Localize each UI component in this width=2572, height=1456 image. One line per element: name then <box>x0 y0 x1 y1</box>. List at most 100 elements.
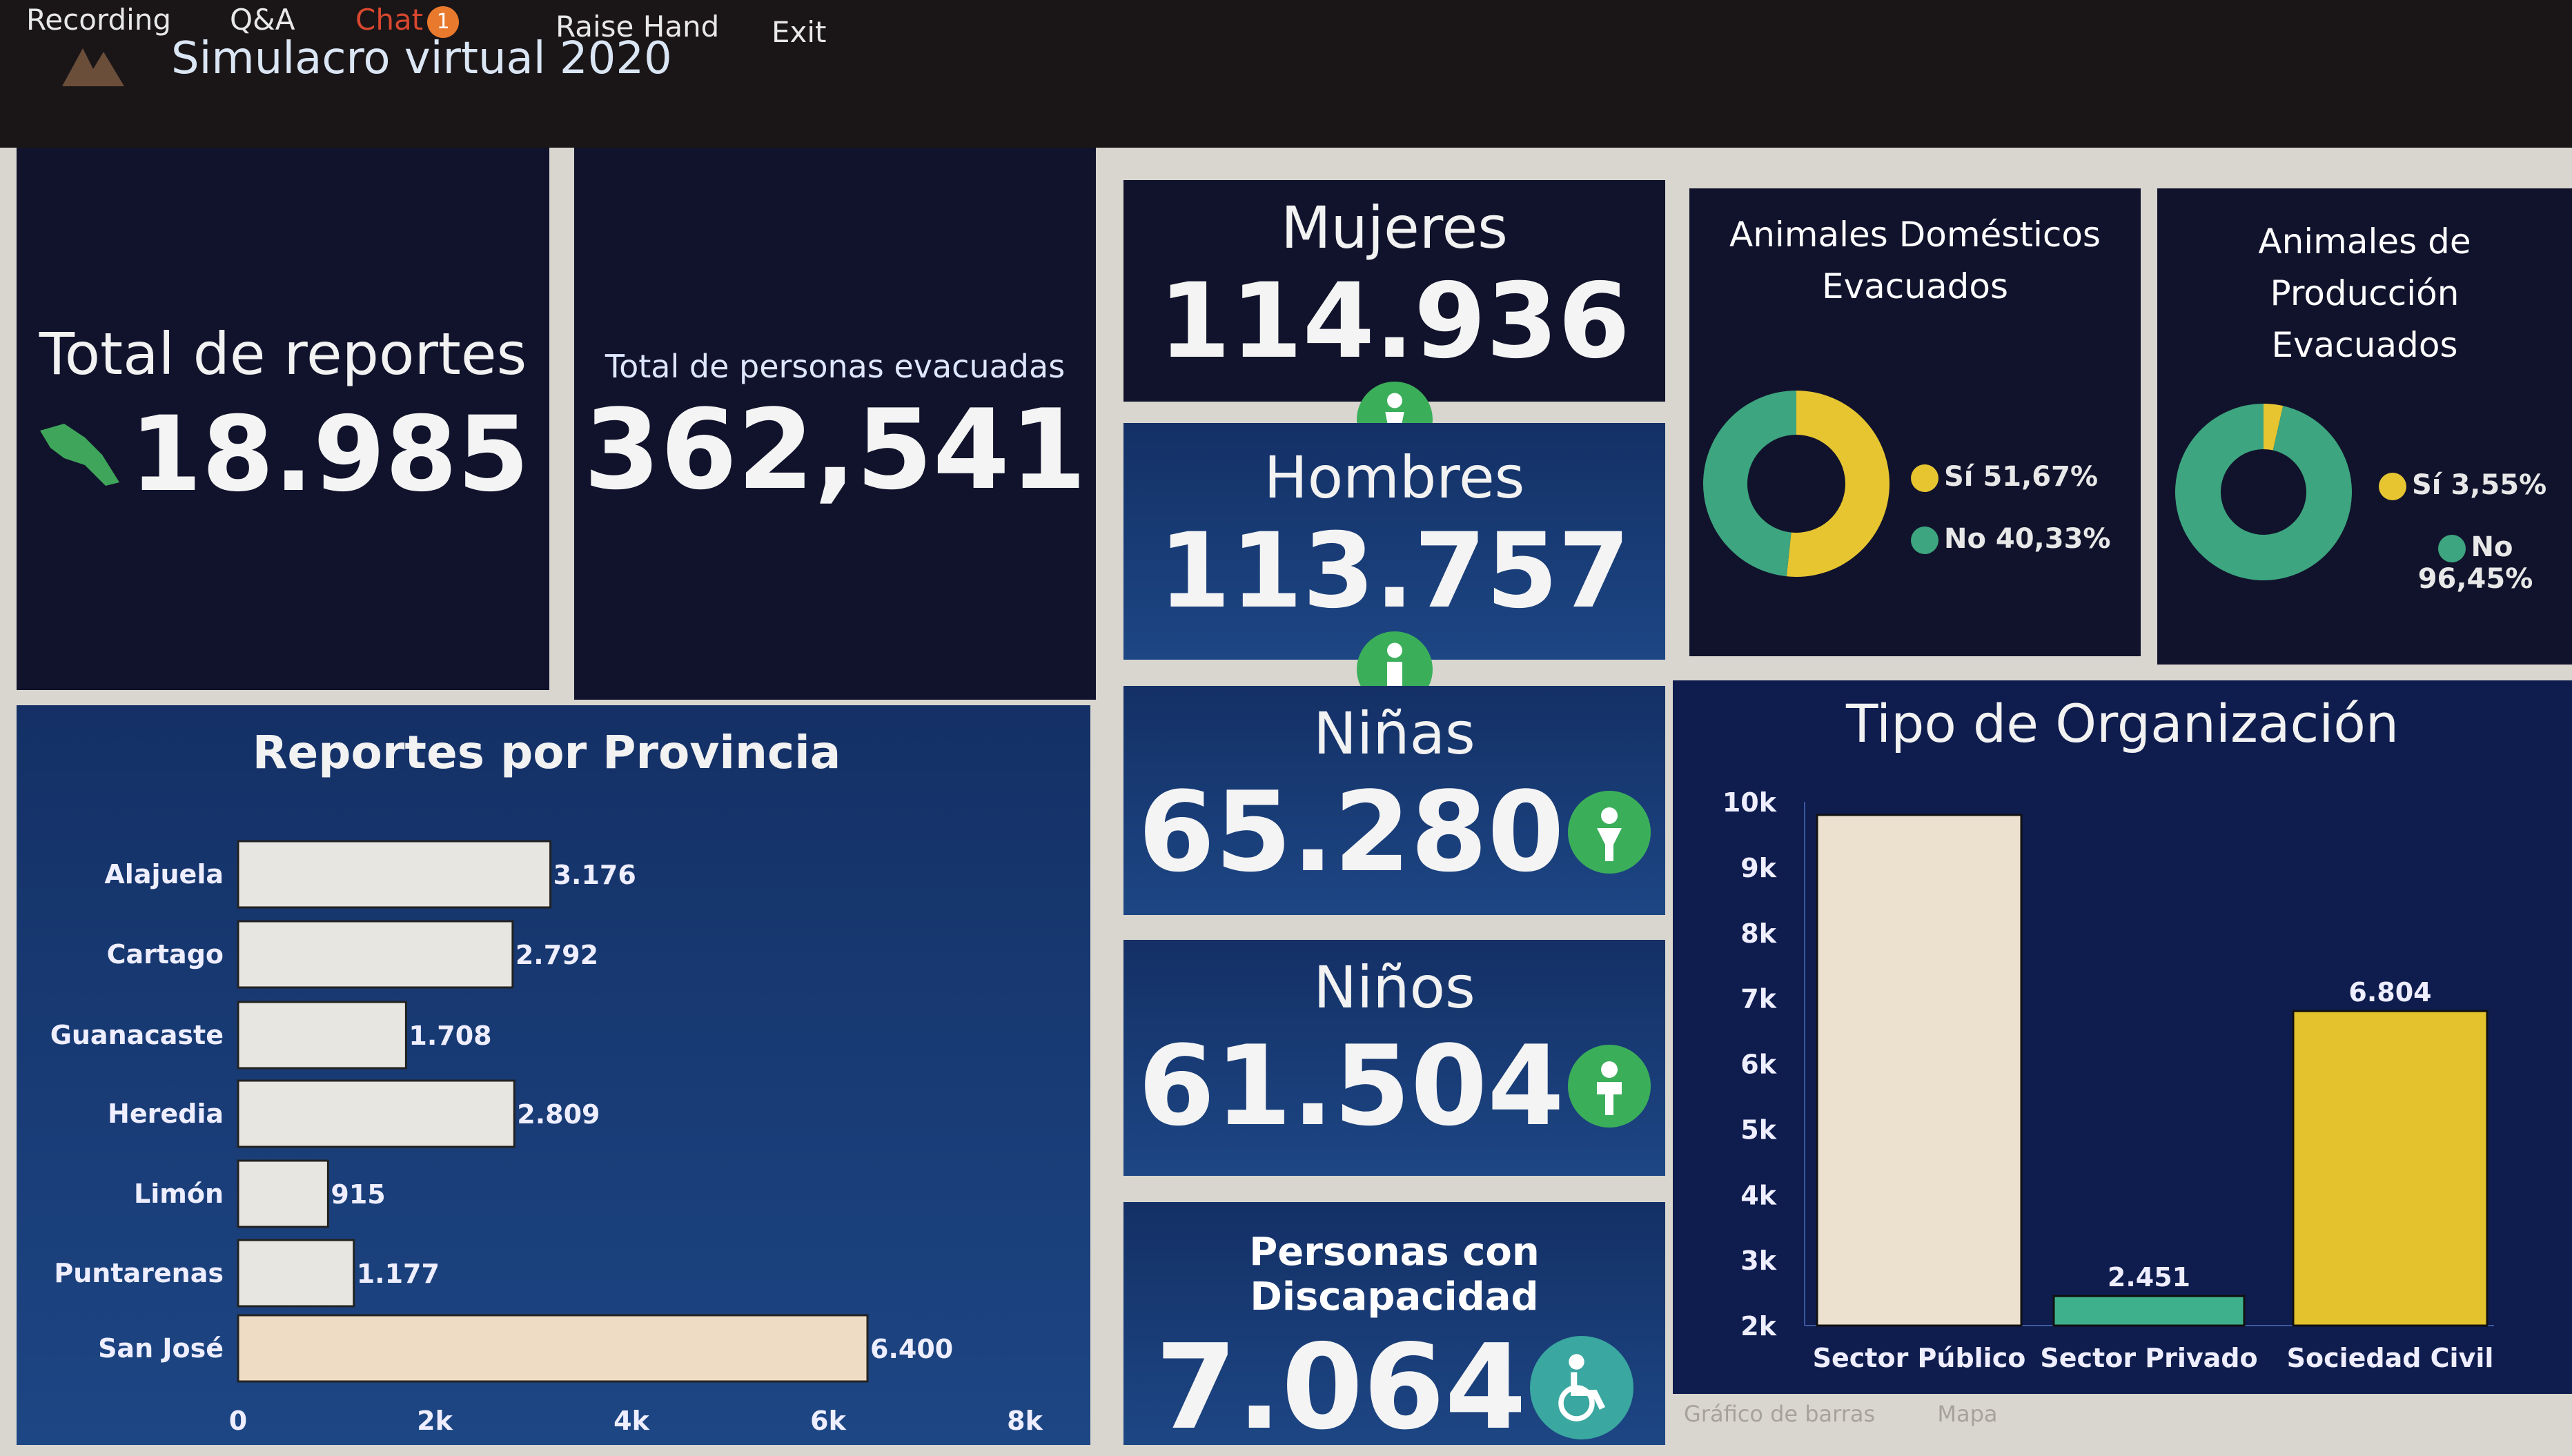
donut-chart <box>1703 391 1889 577</box>
donut-slice <box>2175 404 2352 580</box>
discapacidad-card: Personas con Discapacidad 7.064 <box>1123 1202 1665 1456</box>
ninos-label: Niños <box>1313 954 1475 1021</box>
tab-mapa[interactable]: Mapa <box>1937 1401 1998 1427</box>
x-tick-label: 8k <box>1007 1406 1043 1436</box>
legend-item-no: No 96,45% <box>2379 531 2572 595</box>
raise-hand-button[interactable]: Raise Hand <box>556 10 720 43</box>
discapacidad-label: Personas con Discapacidad <box>1249 1230 1540 1319</box>
total-reportes-value: 18.985 <box>130 395 529 515</box>
data-label: 2.451 <box>2108 1262 2190 1292</box>
data-label: 6.400 <box>870 1334 953 1364</box>
app-logo-icon <box>62 48 124 86</box>
discapacidad-value: 7.064 <box>1155 1319 1526 1456</box>
data-label: 6.804 <box>2348 977 2431 1007</box>
category-label: Sociedad Civil <box>2287 1343 2494 1373</box>
provincia-bar-chart: Alajuela 3.176 Cartago 2.792 Guanacaste 1.708… <box>50 840 1043 1436</box>
category-label: Sector Público <box>1813 1343 2026 1373</box>
legend-dot-no <box>1911 527 1938 554</box>
legend-label: Sí 3,55% <box>2412 469 2547 501</box>
tipo-organizacion-card: Tipo de Organización 2k 3k 4k 5k 6k 7k 8k 9k 10k… <box>1673 680 2572 1394</box>
category-label: Sector Privado <box>2040 1343 2257 1373</box>
top-bar: Recording Q&A Chat 1 Raise Hand Exit Simu… <box>0 0 2572 148</box>
y-tick-label: 4k <box>1740 1180 1776 1210</box>
organizacion-bar-chart: 2k 3k 4k 5k 6k 7k 8k 9k 10k Sector Público 2.451 Se… <box>1722 787 2494 1373</box>
bar <box>1816 814 2023 1327</box>
ninas-label: Niñas <box>1313 700 1475 767</box>
legend-dot-no <box>2437 535 2466 562</box>
data-label: 3.176 <box>553 860 636 890</box>
hombres-value: 113.757 <box>1158 511 1631 631</box>
ninos-card: Niños 61.504 <box>1123 940 1665 1176</box>
chart-title: Animales de Producción Evacuados <box>2258 222 2471 365</box>
chat-label: Chat <box>355 3 424 37</box>
bar <box>237 1079 516 1148</box>
y-tick-label: 3k <box>1740 1246 1776 1276</box>
data-label: 2.792 <box>516 940 598 970</box>
legend-dot-si <box>2379 473 2406 500</box>
data-label: 1.177 <box>357 1259 440 1289</box>
y-tick-label: 10k <box>1722 787 1777 818</box>
bar <box>237 920 514 989</box>
y-tick-label: 7k <box>1740 984 1776 1014</box>
girl-icon <box>1567 790 1651 874</box>
category-label: Guanacaste <box>50 1020 224 1050</box>
bar <box>2292 1010 2488 1327</box>
app-title: Simulacro virtual 2020 <box>171 33 672 84</box>
category-label: San José <box>98 1333 224 1364</box>
data-label: 915 <box>331 1179 385 1210</box>
tab-grafico-barras[interactable]: Gráfico de barras <box>1684 1401 1876 1427</box>
x-tick-label: 4k <box>613 1406 649 1436</box>
boy-icon <box>1567 1044 1651 1128</box>
bar <box>237 840 552 909</box>
chat-count-badge: 1 <box>427 6 460 38</box>
hombres-card: Hombres 113.757 <box>1123 423 1665 707</box>
legend-item-no: No 40,33% <box>1911 523 2110 555</box>
footer-tabs: Gráfico de barras Mapa <box>1684 1401 1998 1427</box>
ninas-value: 65.280 <box>1138 767 1564 896</box>
chat-button[interactable]: Chat 1 <box>355 3 460 38</box>
legend-item-si: Sí 51,67% <box>1911 461 2098 493</box>
legend-item-si: Sí 3,55% <box>2379 469 2546 501</box>
y-tick-label: 6k <box>1740 1050 1776 1080</box>
exit-button[interactable]: Exit <box>772 15 827 49</box>
animales-produccion-card: Animales de Producción Evacuados Sí 3,55… <box>2157 188 2572 665</box>
category-label: Heredia <box>108 1099 224 1129</box>
ninos-value: 61.504 <box>1138 1021 1564 1150</box>
total-reportes-card: Total de reportes 18.985 <box>17 148 549 690</box>
bar <box>237 1239 355 1308</box>
chart-title: Tipo de Organización <box>1845 693 2399 754</box>
recording-button[interactable]: Recording <box>26 3 172 37</box>
total-personas-label: Total de personas evacuadas <box>605 348 1066 385</box>
chart-title: Animales Domésticos Evacuados <box>1729 215 2101 306</box>
legend-dot-si <box>1911 464 1938 492</box>
data-label: 1.708 <box>409 1021 491 1051</box>
legend-label: No 96,45% <box>2417 531 2533 595</box>
animales-domesticos-card: Animales Domésticos Evacuados Sí 51,67% … <box>1689 188 2141 656</box>
total-personas-value: 362,541 <box>583 385 1087 514</box>
total-reportes-label: Total de reportes <box>39 320 527 388</box>
category-label: Limón <box>134 1179 224 1209</box>
wheelchair-icon <box>1529 1336 1633 1439</box>
bar <box>237 1001 407 1070</box>
bar <box>237 1159 329 1228</box>
reportes-provincia-card: Reportes por Provincia Alajuela 3.176 Cart… <box>17 705 1090 1445</box>
y-tick-label: 8k <box>1740 918 1776 949</box>
donut-slice <box>1786 391 1889 577</box>
mujeres-card: Mujeres 114.936 <box>1123 180 1665 458</box>
legend-label: Sí 51,67% <box>1944 461 2099 493</box>
data-label: 2.809 <box>517 1099 600 1130</box>
qa-button[interactable]: Q&A <box>230 3 295 37</box>
legend-label: No 40,33% <box>1944 523 2111 555</box>
chart-title: Reportes por Provincia <box>252 726 841 779</box>
donut-slice <box>1703 391 1796 577</box>
x-tick-label: 6k <box>810 1406 846 1436</box>
category-label: Puntarenas <box>54 1258 224 1288</box>
y-tick-label: 2k <box>1740 1311 1776 1341</box>
costa-rica-map-icon <box>40 424 120 486</box>
y-tick-label: 5k <box>1740 1114 1776 1145</box>
x-tick-label: 2k <box>417 1406 453 1436</box>
mujeres-label: Mujeres <box>1281 194 1508 262</box>
y-tick-label: 9k <box>1740 853 1776 883</box>
bar <box>2052 1295 2246 1327</box>
total-personas-card: Total de personas evacuadas 362,541 <box>574 148 1096 700</box>
